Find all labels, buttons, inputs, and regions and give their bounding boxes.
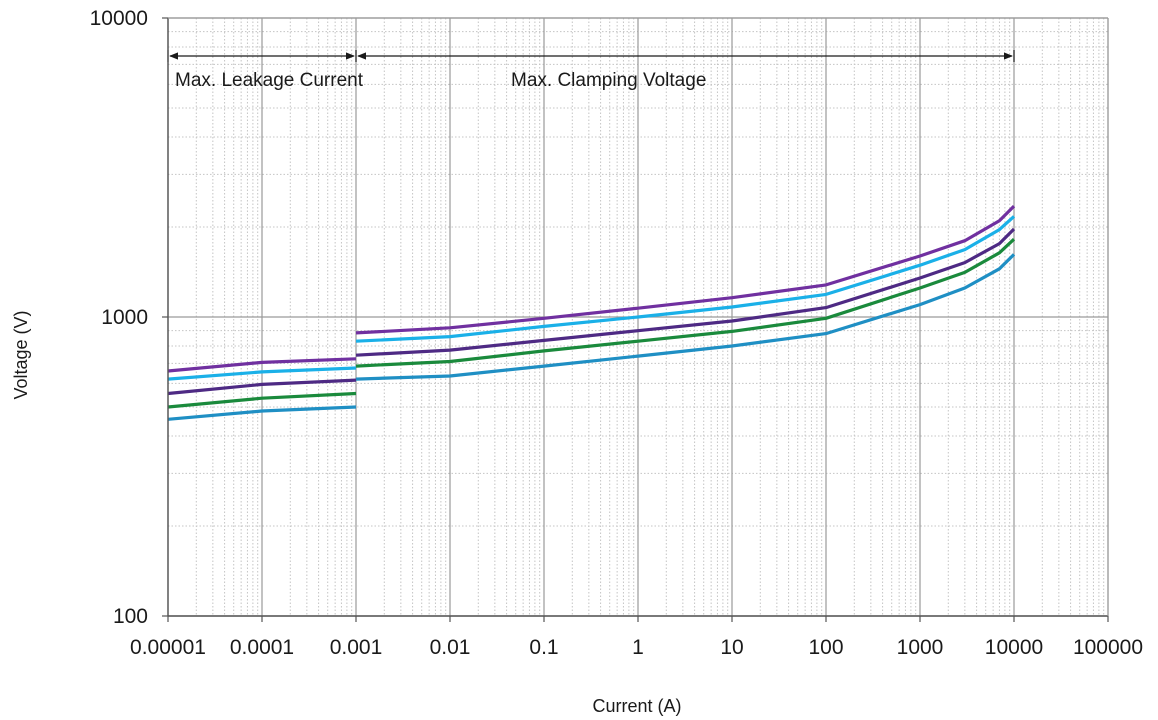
tick-labels: 0.00001 0.0001 0.001 0.01 0.1 1 10 100 1000 10000… (90, 7, 1143, 659)
x-tick-label: 0.001 (330, 636, 383, 659)
series-2-line-segment-1 (167, 366, 357, 381)
axes (162, 17, 1109, 622)
x-tick-label: 0.1 (529, 636, 558, 659)
series-5-line-segment-1 (167, 405, 357, 421)
x-tick-label: 0.0001 (230, 636, 294, 659)
annotation-label-2: Max. Clamping Voltage (511, 70, 706, 91)
x-tick-label: 0.00001 (130, 636, 206, 659)
x-tick-label: 100000 (1073, 636, 1143, 659)
x-tick-label: 1000 (897, 636, 944, 659)
series-3-line-segment-1 (167, 378, 357, 396)
x-axis-title: Current (A) (592, 696, 681, 716)
x-tick-label: 10000 (985, 636, 1043, 659)
x-tick-label: 0.01 (430, 636, 471, 659)
x-tick-label: 1 (632, 636, 644, 659)
series-layer (167, 204, 1016, 421)
annotation-layer: Max. Leakage Current Max. Clamping Voltag… (167, 50, 1015, 91)
y-tick-label: 100 (113, 605, 148, 628)
series-3-line-segment-2 (355, 227, 1016, 357)
series-4-line-segment-1 (167, 391, 357, 409)
x-tick-label: 10 (720, 636, 743, 659)
x-tick-label: 100 (808, 636, 843, 659)
annotation-label-1: Max. Leakage Current (175, 70, 364, 91)
series-2-line-segment-2 (355, 215, 1016, 343)
series-1-line-segment-2 (355, 204, 1016, 335)
y-axis-title: Voltage (V) (11, 310, 31, 399)
series-4-line-segment-2 (355, 238, 1016, 368)
y-tick-label: 10000 (90, 7, 148, 30)
y-tick-label: 1000 (101, 306, 148, 329)
series-5-line-segment-2 (355, 253, 1016, 381)
series-1-line-segment-1 (167, 357, 357, 373)
